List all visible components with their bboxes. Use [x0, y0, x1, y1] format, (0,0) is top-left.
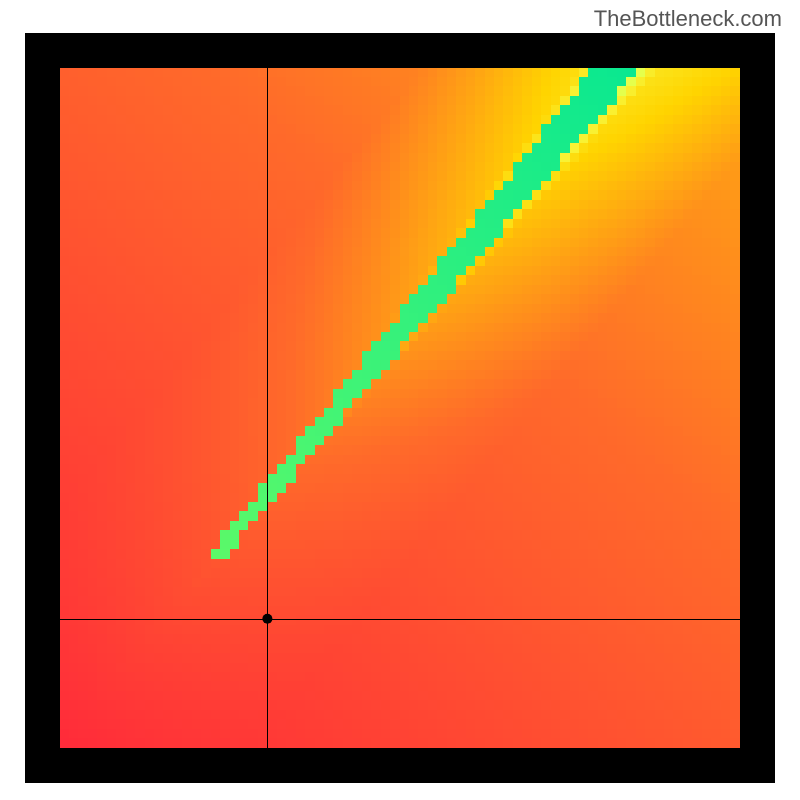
watermark-label: TheBottleneck.com — [594, 6, 782, 32]
plot-black-border — [25, 33, 775, 783]
bottleneck-heatmap — [60, 68, 740, 748]
figure-container: TheBottleneck.com — [0, 0, 800, 800]
